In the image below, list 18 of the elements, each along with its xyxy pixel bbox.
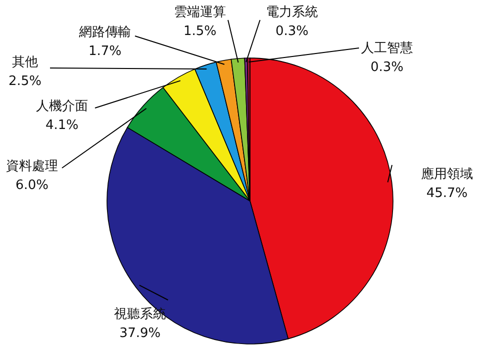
slice-label: 人工智慧 [361,41,413,56]
slice-label: 雲端運算 [174,5,226,20]
data-label: 4.1% [45,118,79,133]
data-label: 37.9% [119,326,161,341]
data-label: 0.3% [275,24,309,39]
slice-label: 電力系統 [266,5,318,20]
slice-label: 視聽系統 [114,307,166,322]
data-label: 6.0% [15,178,49,193]
slice-label: 其他 [12,55,38,70]
data-label: 1.7% [88,44,122,59]
slice-label: 資料處理 [6,159,58,174]
data-label: 1.5% [183,24,217,39]
slice-label: 人機介面 [36,99,88,114]
data-label: 2.5% [8,74,42,89]
legend-label: 應用領域 [421,167,473,182]
slice-label: 網路傳輸 [78,25,131,40]
data-label: 0.3% [370,60,404,75]
data-label: 45.7% [426,186,468,201]
